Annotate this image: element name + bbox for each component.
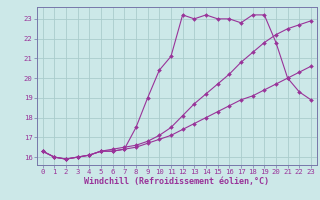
X-axis label: Windchill (Refroidissement éolien,°C): Windchill (Refroidissement éolien,°C) — [84, 177, 269, 186]
